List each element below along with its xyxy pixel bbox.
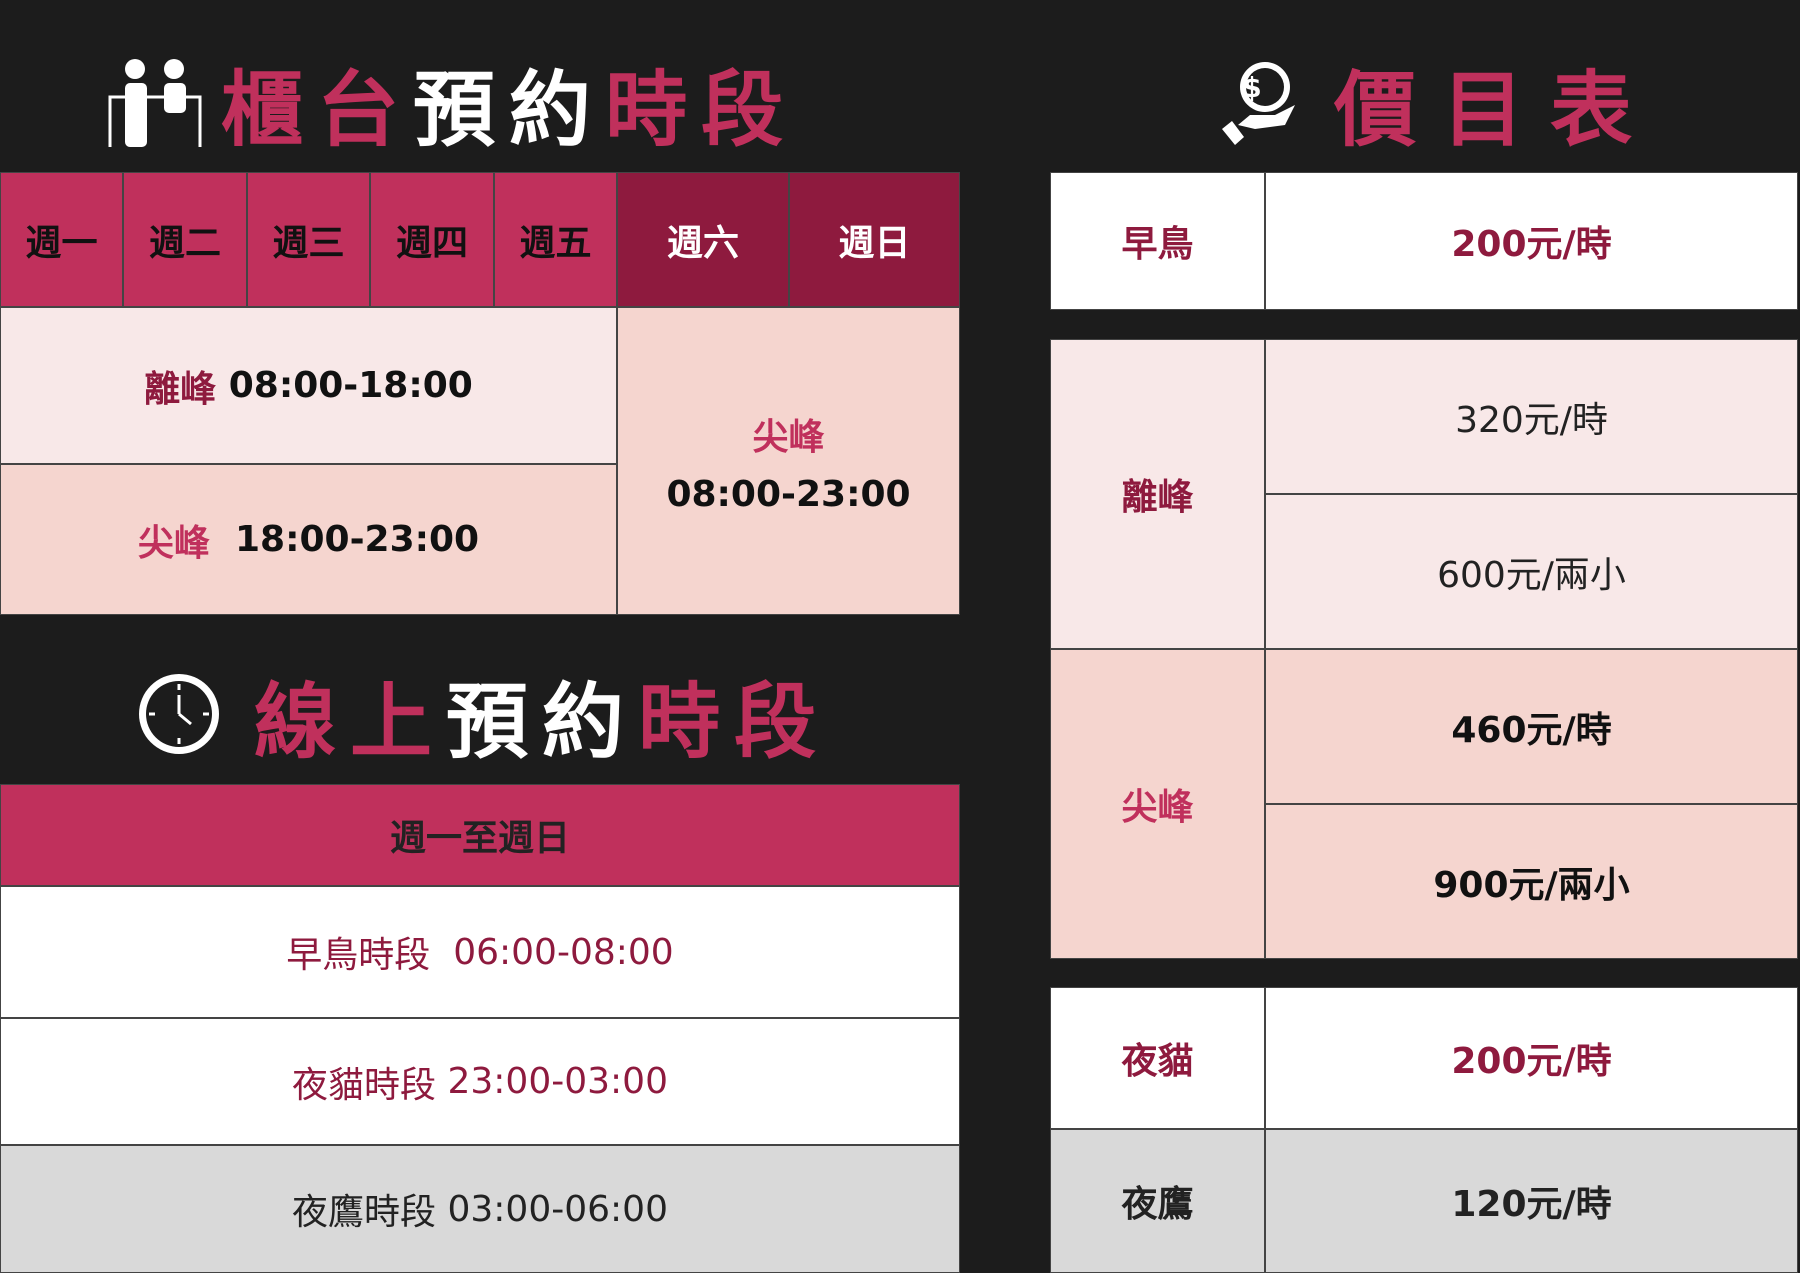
title-char: 約 xyxy=(509,62,606,158)
price-early-value: 200元/時 xyxy=(1265,172,1798,310)
slot-time: 06:00-08:00 xyxy=(453,931,674,973)
day-sun: 週日 xyxy=(789,172,960,307)
slot-label: 早鳥時段 xyxy=(286,935,431,976)
price-peak-label: 尖峰 xyxy=(1050,649,1265,959)
title-char: 上 xyxy=(350,674,447,770)
slot-time: 03:00-06:00 xyxy=(447,1188,668,1230)
slot-label: 離峰 xyxy=(144,368,217,410)
day-tue: 週二 xyxy=(123,172,247,307)
day-wed: 週三 xyxy=(247,172,370,307)
day-thu: 週四 xyxy=(370,172,494,307)
price-nighthawk-value: 120元/時 xyxy=(1265,1129,1798,1273)
price-peak-2h: 900元/兩小 xyxy=(1265,804,1798,959)
slot-time: 23:00-03:00 xyxy=(447,1061,668,1102)
receptionist-icon xyxy=(108,59,202,147)
money-hand-icon: $ xyxy=(1222,62,1295,145)
title-char: 預 xyxy=(413,62,510,158)
title-char: 線 xyxy=(254,674,351,770)
title-char: 預 xyxy=(446,674,543,770)
online-row-early: 早鳥時段 06:00-08:00 xyxy=(0,886,960,1018)
price-nightcat-label: 夜貓 xyxy=(1050,987,1265,1129)
price-nighthawk-label: 夜鷹 xyxy=(1050,1129,1265,1273)
price-offpeak-2h: 600元/兩小 xyxy=(1265,494,1798,649)
title-char: 段 xyxy=(701,62,798,158)
price-offpeak-label: 離峰 xyxy=(1050,339,1265,649)
title-char: 時 xyxy=(605,62,702,158)
title-char: 時 xyxy=(638,674,735,770)
slot-time: 18:00-23:00 xyxy=(234,519,480,560)
slot-time: 08:00-23:00 xyxy=(666,473,911,515)
weekend-peak: 尖峰 08:00-23:00 xyxy=(617,307,960,615)
svg-text:$: $ xyxy=(1242,71,1287,104)
online-row-nightcat: 夜貓時段 23:00-03:00 xyxy=(0,1018,960,1145)
slot-label: 尖峰 xyxy=(752,416,825,458)
slot-time: 08:00-18:00 xyxy=(228,365,473,406)
slot-label: 夜鷹時段 xyxy=(292,1192,437,1233)
counter-title: 櫃 台 預 約 時 段 xyxy=(108,52,797,158)
slot-label: 夜貓時段 xyxy=(292,1064,437,1106)
title-char: 約 xyxy=(542,674,639,770)
weekday-peak: 尖峰 18:00-23:00 xyxy=(0,464,617,615)
price-peak-hour: 460元/時 xyxy=(1265,649,1798,804)
online-header: 週一至週日 xyxy=(0,784,960,886)
weekday-offpeak: 離峰 08:00-18:00 xyxy=(0,307,617,464)
online-row-nighthawk: 夜鷹時段 03:00-06:00 xyxy=(0,1145,960,1273)
title-char: 段 xyxy=(734,674,831,770)
price-title-text: 價目表 xyxy=(1334,62,1659,158)
price-early-label: 早鳥 xyxy=(1050,172,1265,310)
price-title: $ 價目表 xyxy=(1220,52,1658,158)
day-mon: 週一 xyxy=(0,172,123,307)
day-sat: 週六 xyxy=(617,172,789,307)
price-nightcat-value: 200元/時 xyxy=(1265,987,1798,1129)
title-char: 櫃 xyxy=(221,62,318,158)
day-fri: 週五 xyxy=(494,172,617,307)
price-offpeak-hour: 320元/時 xyxy=(1265,339,1798,494)
online-title: 線 上 預 約 時 段 xyxy=(134,664,830,770)
title-char: 台 xyxy=(317,62,414,158)
slot-label: 尖峰 xyxy=(137,522,210,564)
clock-icon xyxy=(139,674,219,754)
